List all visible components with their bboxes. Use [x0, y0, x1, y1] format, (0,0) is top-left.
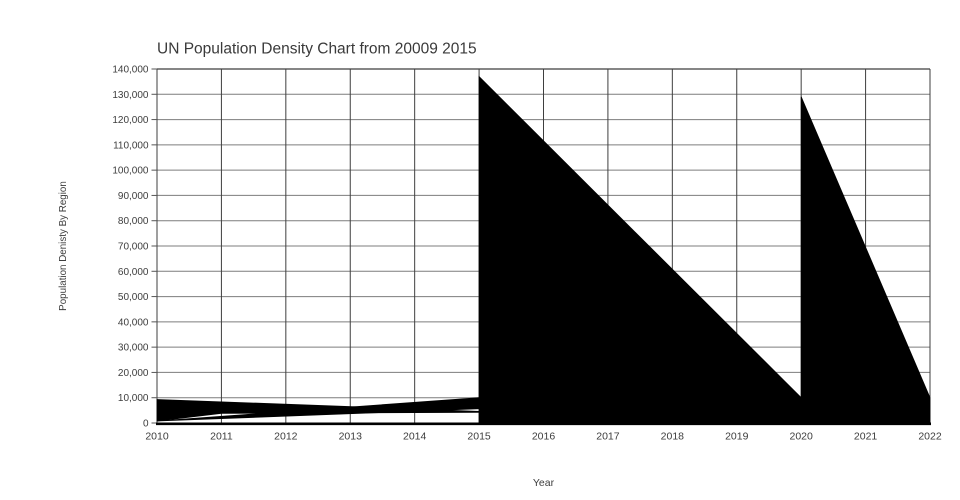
- y-tick-label: 110,000: [113, 140, 149, 151]
- x-tick-labels: 2010 2011 2012 2013 2014 2015 2016 2017 2018 2019…: [145, 431, 942, 443]
- x-tick-label: 2019: [725, 431, 749, 443]
- y-tick-label: 130,000: [112, 90, 149, 101]
- y-tick-labels: 0 10,000 20,000 30,000 40,000 50,000 60,000 70,…: [112, 65, 149, 430]
- x-tick-label: 2014: [403, 431, 427, 443]
- x-tick-label: 2012: [274, 431, 298, 443]
- x-tick-label: 2016: [532, 431, 556, 443]
- x-tick-label: 2020: [789, 431, 813, 443]
- y-tick-label: 0: [143, 419, 149, 430]
- y-tick-label: 120,000: [112, 115, 149, 126]
- y-tick-label: 70,000: [118, 242, 149, 253]
- y-tick-label: 90,000: [118, 191, 149, 202]
- chart-title: UN Population Density Chart from 20009 2…: [157, 41, 477, 58]
- x-tick-label: 2011: [210, 431, 233, 443]
- x-tick-label: 2013: [339, 431, 363, 443]
- y-tick-label: 140,000: [112, 65, 149, 76]
- y-tick-label: 20,000: [118, 368, 149, 379]
- y-tick-label: 10,000: [118, 393, 149, 404]
- y-tick-label: 80,000: [118, 216, 149, 227]
- y-axis-title: Population Denisty By Region: [58, 181, 69, 311]
- y-tick-label: 60,000: [118, 267, 149, 278]
- x-tick-label: 2018: [661, 431, 685, 443]
- x-tick-label: 2021: [854, 431, 878, 443]
- y-tick-label: 30,000: [118, 343, 149, 354]
- x-tick-label: 2017: [596, 431, 620, 443]
- axes: [151, 68, 931, 426]
- area-fills: [156, 75, 931, 424]
- x-tick-label: 2015: [467, 431, 491, 443]
- x-axis-title: Year: [533, 477, 555, 489]
- area-fill-spike-2015-decline-to-2020: [478, 75, 802, 424]
- x-tick-label: 2022: [918, 431, 942, 443]
- x-tick-label: 2010: [145, 431, 169, 443]
- y-tick-label: 40,000: [118, 317, 149, 328]
- y-tick-label: 50,000: [118, 292, 149, 303]
- y-tick-label: 100,000: [112, 166, 149, 177]
